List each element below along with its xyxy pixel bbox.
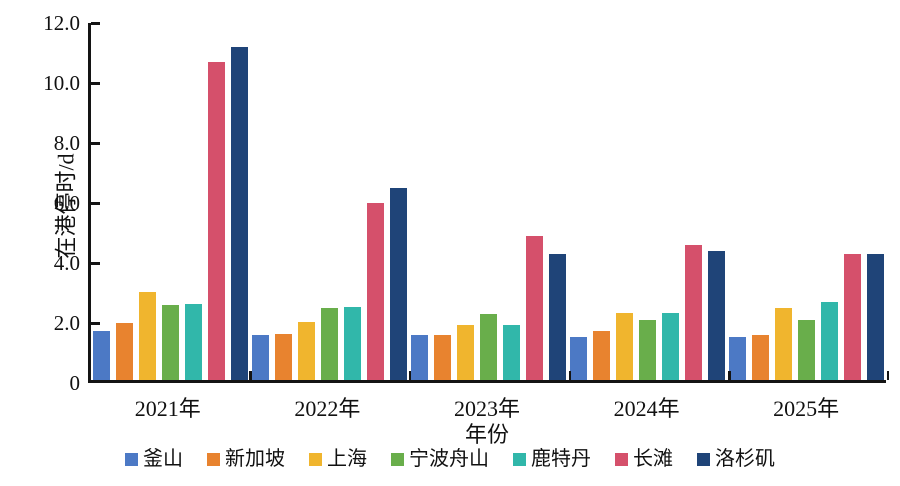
bar — [162, 305, 179, 380]
bar — [526, 236, 543, 380]
bar — [752, 335, 769, 380]
legend-item: 洛杉矶 — [697, 449, 775, 469]
legend-label: 上海 — [327, 448, 367, 470]
bar — [390, 188, 407, 380]
bar — [344, 306, 361, 380]
x-tick-label: 2021年 — [134, 396, 201, 421]
legend-label: 鹿特丹 — [531, 448, 591, 470]
legend-swatch — [125, 452, 138, 466]
bar — [231, 47, 248, 380]
y-tick-label: 10.0 — [43, 71, 80, 95]
legend-swatch — [391, 452, 404, 466]
y-tick-label: 2.0 — [53, 311, 80, 335]
y-axis-tick — [91, 22, 100, 25]
x-tick-label: 2023年 — [453, 396, 520, 421]
bar — [798, 320, 815, 380]
bar-group — [727, 23, 886, 380]
bar — [298, 321, 315, 380]
bar — [662, 312, 679, 380]
legend-item: 长滩 — [615, 449, 673, 469]
bar-group — [568, 23, 727, 380]
bar — [139, 291, 156, 380]
legend-label: 釜山 — [143, 448, 183, 470]
legend-swatch — [513, 452, 526, 466]
bar-group — [91, 23, 250, 380]
x-axis-tick — [886, 371, 889, 380]
bar-group — [250, 23, 409, 380]
y-tick-label: 0 — [69, 371, 81, 395]
bar — [593, 330, 610, 380]
legend-swatch — [207, 452, 220, 466]
y-axis-tick — [91, 262, 100, 265]
legend-swatch — [309, 452, 322, 466]
legend-label: 新加坡 — [225, 448, 285, 470]
bar — [252, 335, 269, 380]
bar-group — [409, 23, 568, 380]
bar — [434, 335, 451, 380]
x-tick-label: 2025年 — [773, 396, 840, 421]
bar — [844, 254, 861, 380]
bar — [570, 336, 587, 380]
bar — [503, 324, 520, 380]
bar — [185, 303, 202, 380]
legend-item: 上海 — [309, 449, 367, 469]
bar — [639, 320, 656, 380]
x-axis-tick — [728, 371, 731, 380]
legend-swatch — [615, 452, 628, 466]
legend-item: 新加坡 — [207, 449, 285, 469]
y-axis-tick — [91, 322, 100, 325]
legend-label: 宁波舟山 — [409, 448, 489, 470]
bar-groups — [91, 23, 886, 380]
y-tick-label: 4.0 — [53, 251, 80, 275]
bar — [775, 308, 792, 380]
bar — [116, 323, 133, 380]
y-axis-tick — [91, 142, 100, 145]
legend-item: 釜山 — [125, 449, 183, 469]
bar — [275, 333, 292, 380]
x-axis-tick — [408, 371, 412, 380]
bar — [208, 62, 225, 380]
x-axis-title: 年份 — [464, 422, 509, 447]
y-axis-tick — [91, 202, 100, 205]
bar — [93, 330, 110, 380]
bar — [729, 336, 746, 380]
legend-label: 长滩 — [633, 448, 673, 470]
bar — [867, 254, 884, 380]
y-axis-tick — [91, 82, 100, 85]
legend-label: 洛杉矶 — [715, 448, 775, 470]
legend-item: 鹿特丹 — [513, 449, 591, 469]
y-tick-label: 6.0 — [53, 191, 80, 215]
bar — [616, 312, 633, 380]
bar — [549, 254, 566, 380]
bar — [411, 335, 428, 380]
legend-item: 宁波舟山 — [391, 449, 489, 469]
legend: 釜山 新加坡 上海 宁波舟山 鹿特丹 长滩 洛杉矶 — [0, 449, 900, 469]
x-axis-tick — [249, 371, 252, 380]
plot-area — [88, 22, 889, 383]
x-axis-tick — [568, 371, 572, 380]
bar — [821, 302, 838, 380]
bar — [708, 251, 725, 380]
bar — [321, 308, 338, 380]
bar — [480, 314, 497, 380]
y-tick-label: 8.0 — [53, 131, 80, 155]
x-tick-label: 2024年 — [613, 396, 680, 421]
bar — [457, 324, 474, 380]
legend-swatch — [697, 452, 710, 466]
bar — [367, 203, 384, 380]
x-tick-label: 2022年 — [294, 396, 361, 421]
y-tick-label: 12.0 — [43, 11, 80, 35]
bar — [685, 245, 702, 380]
